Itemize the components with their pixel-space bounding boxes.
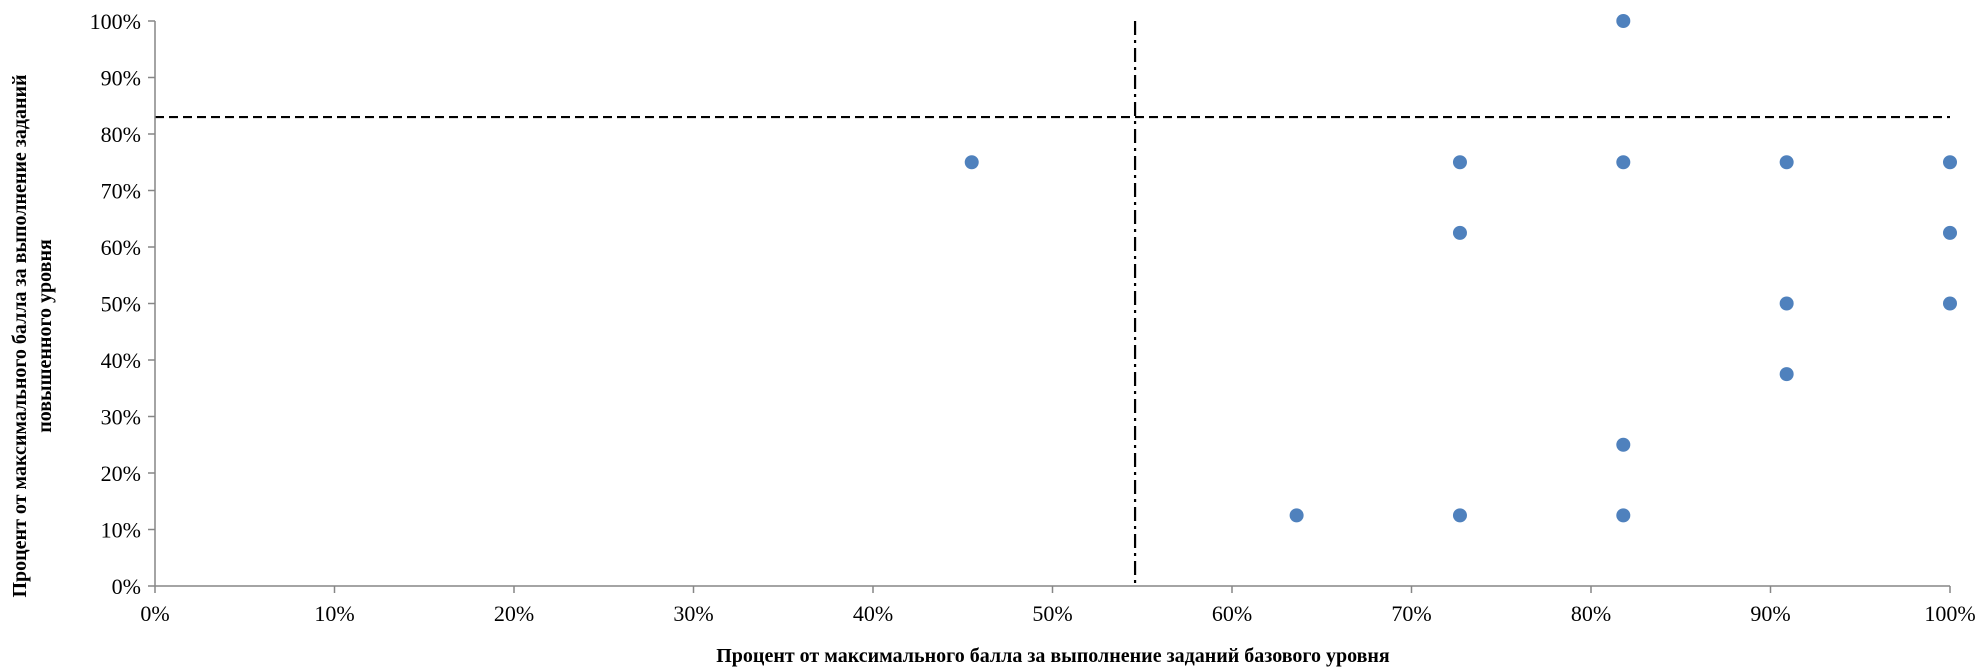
y-tick-label: 90% — [101, 66, 141, 91]
y-tick-label: 70% — [101, 179, 141, 204]
y-tick-label: 60% — [101, 235, 141, 260]
y-axis-ticks: 0% 10% 20% 30% 40% 50% 60% 70% 80% 90% 100% — [90, 9, 155, 599]
data-point — [1616, 437, 1631, 452]
data-point — [1943, 155, 1957, 170]
x-tick-label: 90% — [1750, 601, 1790, 626]
y-tick-label: 80% — [101, 122, 141, 147]
y-tick-label: 100% — [90, 9, 141, 34]
x-tick-label: 50% — [1032, 601, 1072, 626]
x-tick-label: 60% — [1212, 601, 1252, 626]
data-point — [1452, 225, 1467, 240]
y-tick-label: 50% — [101, 292, 141, 317]
data-point — [964, 155, 979, 170]
y-axis-title: Процент от максимального балла за выполн… — [9, 74, 56, 597]
y-tick-label: 30% — [101, 405, 141, 430]
data-point — [1452, 508, 1467, 523]
x-tick-label: 80% — [1571, 601, 1611, 626]
y-axis-title-line-1: Процент от максимального балла за выполн… — [9, 74, 31, 597]
data-point — [1943, 225, 1957, 240]
data-point — [1616, 155, 1631, 170]
y-tick-label: 0% — [112, 574, 141, 599]
data-point — [1779, 367, 1794, 382]
y-tick-label: 20% — [101, 461, 141, 486]
reference-lines — [155, 21, 1950, 586]
x-tick-label: 10% — [314, 601, 354, 626]
y-tick-label: 10% — [101, 518, 141, 543]
data-point — [1616, 14, 1631, 28]
y-axis-title-line-2: повышенного уровня — [34, 239, 56, 433]
x-tick-label: 20% — [494, 601, 534, 626]
x-tick-label: 100% — [1924, 601, 1975, 626]
data-point — [1779, 155, 1794, 170]
x-tick-label: 30% — [673, 601, 713, 626]
y-tick-label: 40% — [101, 348, 141, 373]
x-tick-label: 0% — [140, 601, 169, 626]
data-point — [1779, 296, 1794, 311]
x-tick-label: 40% — [853, 601, 893, 626]
data-points — [964, 14, 1957, 523]
x-axis-title: Процент от максимального балла за выполн… — [716, 645, 1390, 667]
axes — [154, 21, 1950, 587]
x-tick-label: 70% — [1391, 601, 1431, 626]
x-axis-ticks: 0% 10% 20% 30% 40% 50% 60% 70% 80% 90% 100% — [140, 586, 1976, 626]
data-point — [1289, 508, 1304, 523]
data-point — [1452, 155, 1467, 170]
data-point — [1943, 296, 1957, 311]
data-point — [1616, 508, 1631, 523]
